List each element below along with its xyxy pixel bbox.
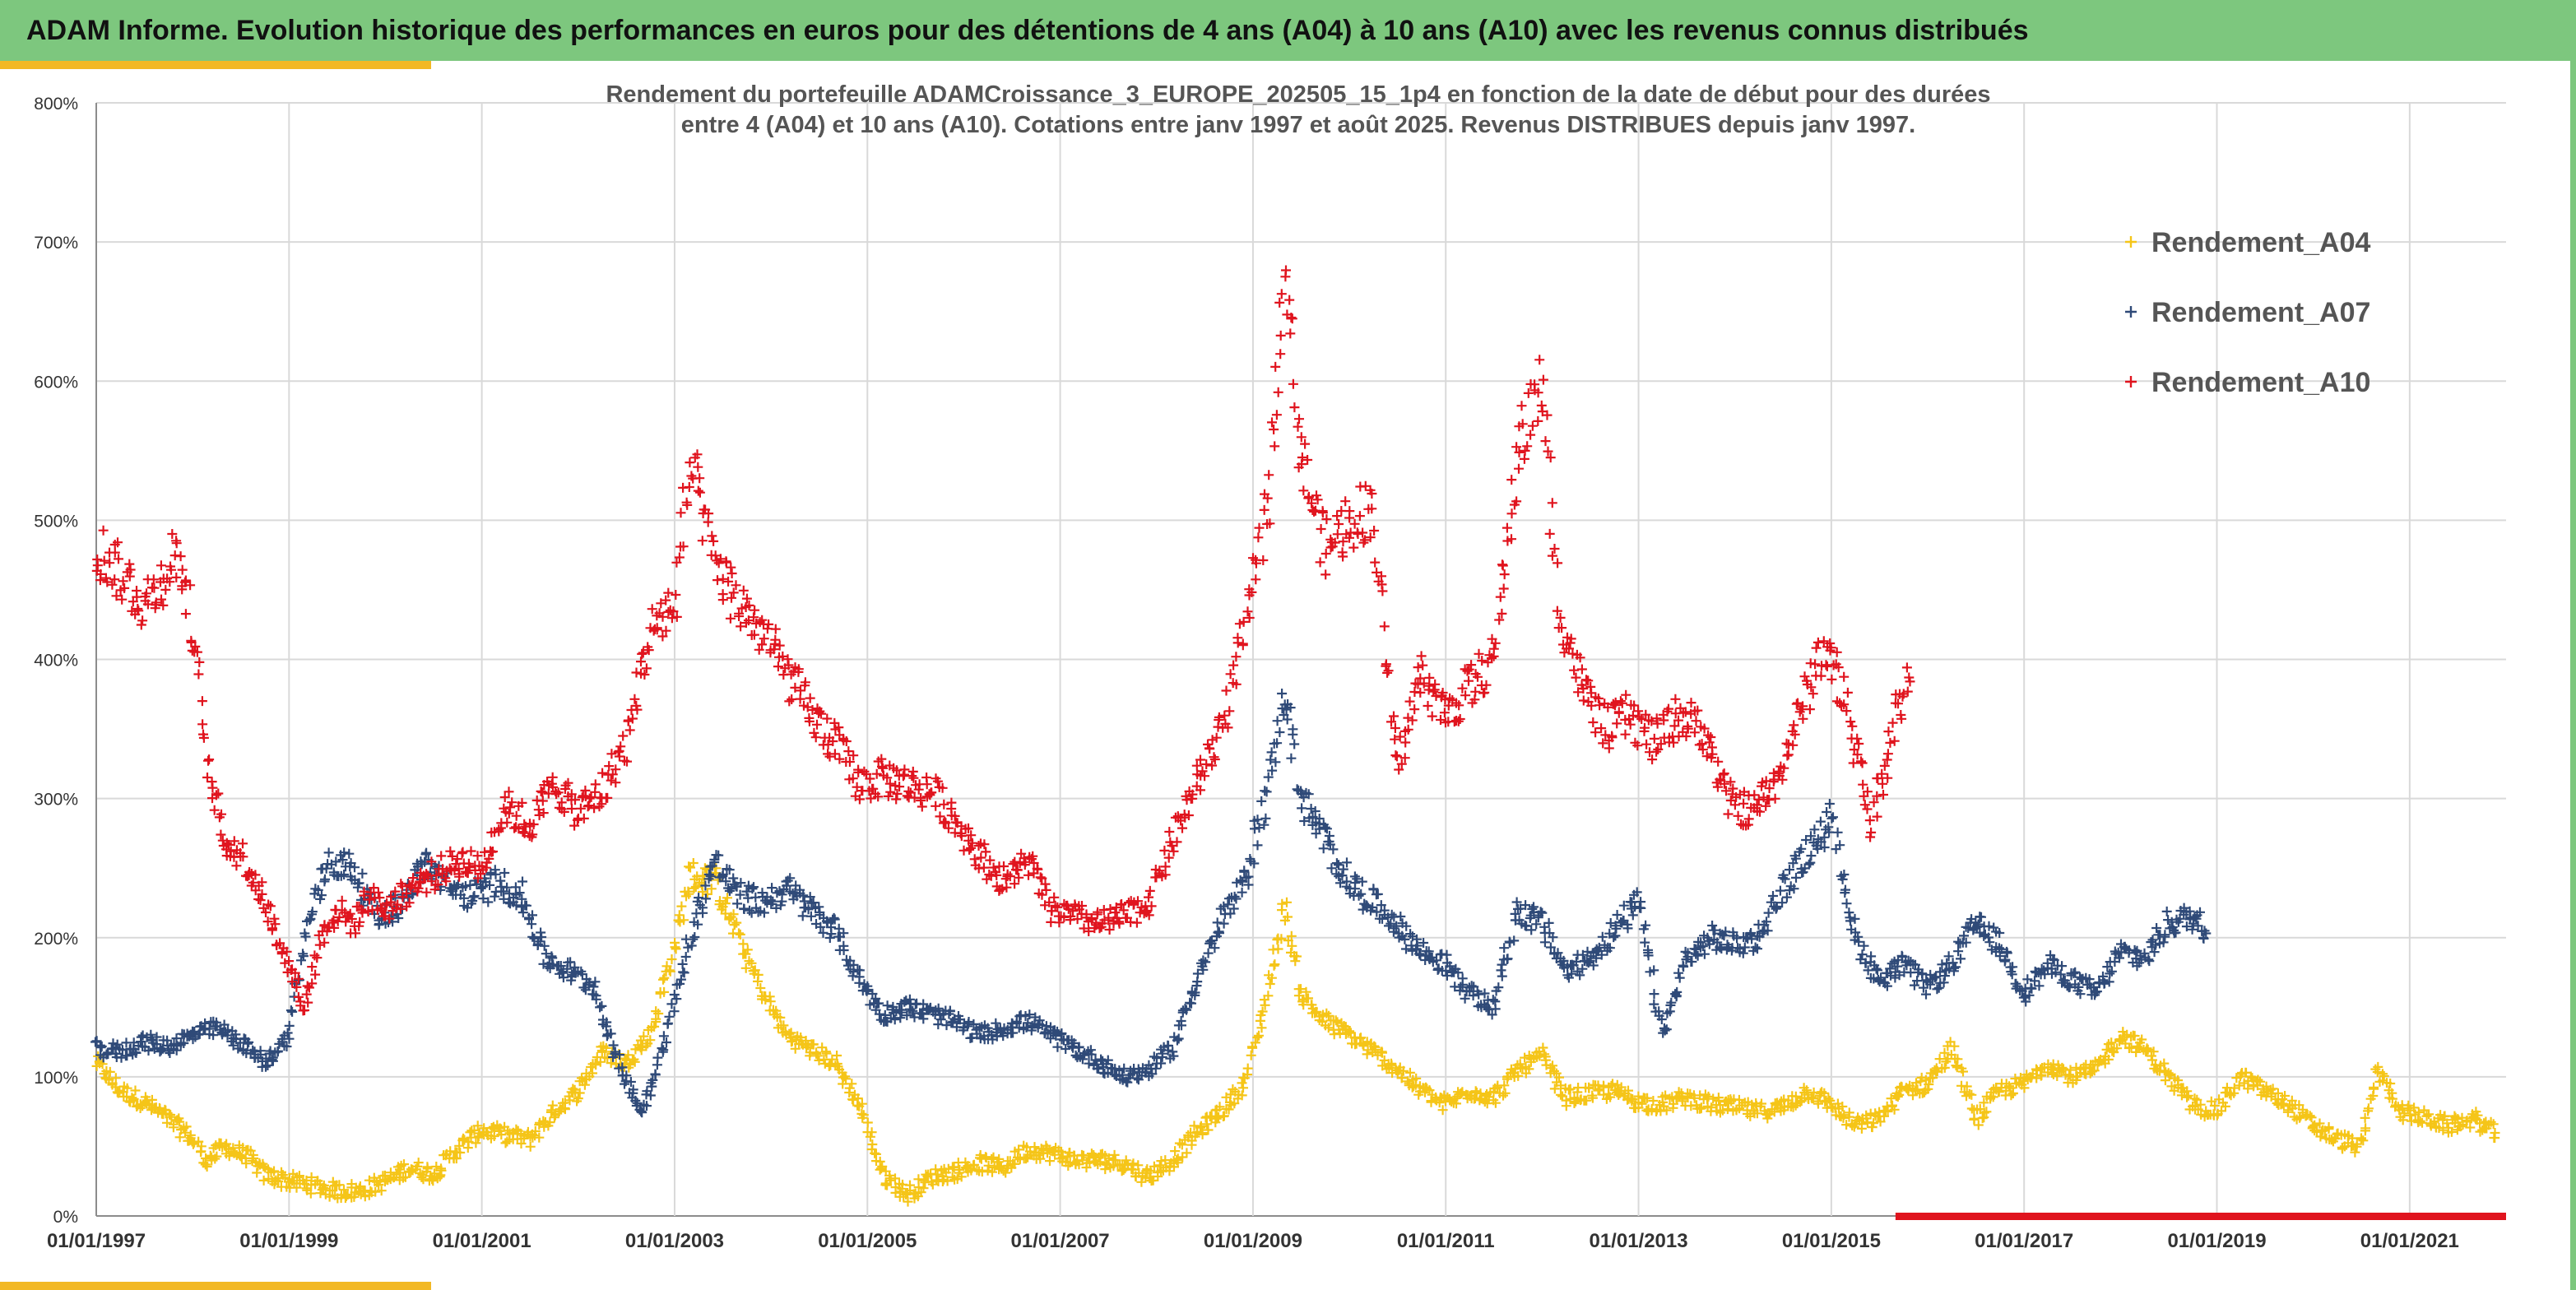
chart-axes: 0% 100% 200% 300% 400% 500% 600% 700% 800% 01/01/… [34,95,2459,1252]
grid-lines [95,102,2506,1217]
chart-title-line: entre 4 (A04) et 10 ans (A10). Cotations… [681,112,1915,138]
x-tick-label: 01/01/2003 [625,1230,724,1252]
x-tick-label: 01/01/2001 [433,1230,531,1252]
x-tick-label: 01/01/2009 [1204,1230,1302,1252]
chart-title-line: Rendement du portefeuille ADAMCroissance… [606,81,1990,108]
legend-item-rendement_a10: Rendement_A10 [2125,367,2370,398]
x-tick-label: 01/01/2021 [2360,1230,2459,1252]
series-rendement_a04 [91,858,2500,1207]
x-tick-label: 01/01/2011 [1397,1230,1495,1252]
series-rendement_a07 [91,689,2212,1118]
x-tick-label: 01/01/2013 [1589,1230,1687,1252]
series-markers [91,858,2500,1207]
y-tick-label: 200% [34,930,78,949]
report-header-banner: ADAM Informe. Evolution historique des p… [0,0,2576,61]
report-title: ADAM Informe. Evolution historique des p… [26,14,2029,46]
x-tick-label: 01/01/2019 [2167,1230,2266,1252]
zero-band-mark [1895,1213,2506,1220]
y-tick-label: 100% [34,1069,78,1088]
legend-item-rendement_a07: Rendement_A07 [2125,297,2370,328]
series-flat-band [1895,1213,2506,1220]
x-tick-label: 01/01/1997 [47,1230,146,1252]
series-markers [91,265,1915,1016]
series-markers [91,689,2212,1118]
series-rendement_a10 [91,265,1915,1016]
y-tick-label: 800% [34,95,78,114]
right-border [2570,61,2576,1290]
x-tick-label: 01/01/2017 [1975,1230,2073,1252]
chart-legend: Rendement_A04 Rendement_A07 Rendement_A10 [2125,227,2371,398]
x-tick-label: 01/01/2007 [1011,1230,1110,1252]
accent-bar-top [0,61,431,69]
legend-label: Rendement_A10 [2151,367,2370,398]
legend-label: Rendement_A07 [2151,297,2370,328]
y-tick-label: 400% [34,652,78,671]
y-tick-label: 0% [53,1208,78,1227]
legend-marker [2125,306,2137,318]
x-tick-label: 01/01/2015 [1782,1230,1881,1252]
y-tick-label: 300% [34,791,78,810]
y-tick-label: 500% [34,512,78,531]
y-tick-label: 600% [34,373,78,392]
accent-bar-bottom [0,1282,431,1290]
x-tick-label: 01/01/1999 [239,1230,338,1252]
legend-marker [2125,236,2137,248]
legend-label: Rendement_A04 [2151,227,2371,258]
y-tick-label: 700% [34,234,78,253]
chart-series [91,265,2506,1220]
x-tick-label: 01/01/2005 [818,1230,917,1252]
legend-marker [2125,376,2137,387]
chart-title: Rendement du portefeuille ADAMCroissance… [606,81,1990,138]
legend-item-rendement_a04: Rendement_A04 [2125,227,2371,258]
